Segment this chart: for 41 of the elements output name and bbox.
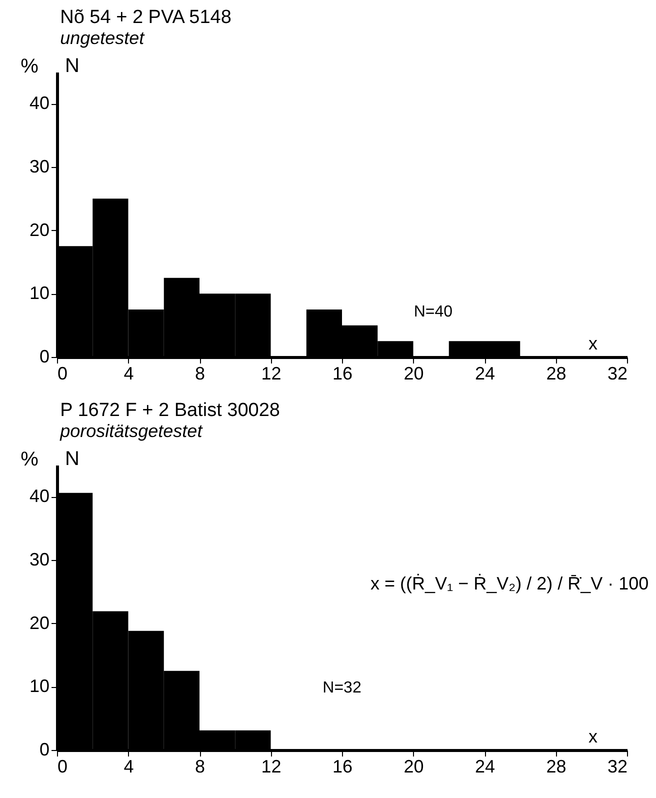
x-tick-label: 8	[194, 756, 206, 776]
y-tick-label: 20	[29, 220, 50, 240]
x-tick-label: 20	[404, 756, 424, 776]
x-axis-title: x	[588, 726, 598, 746]
y-tick-label: 0	[39, 740, 50, 760]
y-tick-label: 40	[29, 486, 50, 506]
x-tick-label: 16	[332, 756, 353, 776]
chart-title: P 1672 F + 2 Batist 30028	[60, 400, 280, 421]
x-tick-label: 24	[474, 756, 496, 776]
annotation: x = ((Ṙ_V₁ − Ṙ_V₂) / 2) / R̄̇_V · 100	[370, 574, 649, 594]
x-axis-title: x	[588, 334, 598, 354]
annotation: N	[65, 448, 80, 470]
y-tick-label: 30	[29, 156, 50, 176]
x-tick-label: 16	[332, 364, 353, 384]
y-tick-label: 10	[29, 283, 50, 304]
x-tick-label: 32	[607, 364, 628, 384]
y-tick-label: 0	[39, 346, 50, 366]
x-tick-label: 24	[474, 364, 496, 384]
y-axis-title: %	[20, 448, 39, 470]
chart-subtitle: ungetestet	[60, 28, 146, 48]
annotation: N	[65, 55, 80, 77]
y-axis-title: %	[20, 56, 39, 78]
x-tick-label: 0	[58, 756, 68, 776]
x-tick-label: 0	[58, 364, 68, 384]
y-tick-label: 20	[29, 612, 50, 633]
x-tick-label: 20	[404, 364, 424, 384]
chart-subtitle: porositätsgetestet	[59, 421, 204, 441]
x-tick-label: 8	[194, 364, 206, 384]
x-tick-label: 12	[261, 364, 282, 384]
chart-title: Nõ 54 + 2 PVA 5148	[60, 7, 232, 28]
x-tick-label: 4	[124, 364, 134, 384]
x-tick-label: 12	[261, 756, 282, 776]
x-tick-label: 28	[546, 364, 566, 384]
y-tick-label: 10	[29, 676, 50, 696]
annotation: N=40	[414, 303, 453, 320]
x-tick-label: 28	[546, 756, 566, 776]
y-tick-label: 40	[29, 93, 50, 114]
y-tick-label: 30	[29, 550, 50, 570]
x-tick-label: 4	[124, 756, 134, 776]
x-tick-label: 32	[607, 756, 628, 776]
annotation: N=32	[322, 679, 362, 696]
